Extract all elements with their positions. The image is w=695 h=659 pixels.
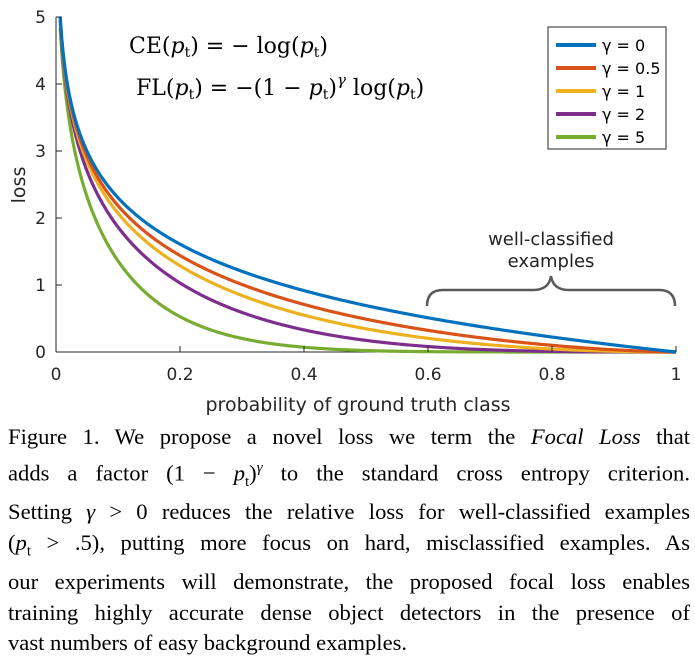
formula-ce: CE(pt) = − log(pt) bbox=[129, 34, 328, 61]
caption-line-6: training highly accurate dense object de… bbox=[8, 599, 690, 625]
y-axis-label: loss bbox=[8, 167, 30, 204]
series-line-gamma-0 bbox=[58, 16, 677, 354]
legend-label: γ = 1 bbox=[602, 82, 645, 101]
curly-bracket bbox=[425, 275, 677, 307]
x-tick-label: 0.2 bbox=[166, 365, 193, 385]
legend-label: γ = 0 bbox=[602, 36, 645, 55]
bracket-label-line2: examples bbox=[508, 251, 595, 272]
legend: γ = 0 γ = 0.5 γ = 1 γ = 2 γ = 5 bbox=[547, 26, 667, 150]
caption-line-4: (pt > .5), putting more focus on hard, m… bbox=[8, 529, 690, 560]
y-tick-label: 5 bbox=[35, 8, 46, 28]
caption-line-2: adds a factor (1 − pt)γ to the standard … bbox=[8, 459, 690, 490]
y-tick-label: 3 bbox=[35, 142, 46, 162]
y-tick-label: 2 bbox=[35, 209, 46, 229]
y-tick-label: 1 bbox=[35, 276, 46, 296]
x-axis-label: probability of ground truth class bbox=[205, 394, 510, 416]
caption-line-3: Setting γ > 0 reduces the relative loss … bbox=[8, 499, 690, 525]
x-tick-label: 1 bbox=[671, 365, 682, 385]
caption-line-5: our experiments will demonstrate, the pr… bbox=[8, 568, 690, 594]
x-tick-label: 0.6 bbox=[414, 365, 441, 385]
focal-loss-chart: 0 0.2 0.4 0.6 0.8 1 0 1 2 3 4 5 loss probability of… bbox=[8, 8, 681, 416]
bracket-label-line1: well-classified bbox=[488, 229, 614, 250]
series-line-gamma-0-5 bbox=[58, 18, 677, 354]
formula-group: CE(pt) = − log(pt) FL(pt) = −(1 − pt)γ l… bbox=[129, 34, 424, 103]
legend-label: γ = 0.5 bbox=[602, 59, 661, 78]
x-tick-label: 0.4 bbox=[290, 365, 317, 385]
well-classified-annotation: well-classified examples bbox=[425, 229, 677, 307]
formula-fl: FL(pt) = −(1 − pt)γ log(pt) bbox=[136, 71, 424, 103]
x-tick-label: 0 bbox=[51, 365, 62, 385]
legend-box bbox=[547, 26, 667, 150]
caption-line-7: vast numbers of easy background examples… bbox=[8, 630, 408, 656]
axis-ticks: 0 0.2 0.4 0.6 0.8 1 0 1 2 3 4 5 bbox=[35, 8, 681, 385]
series-line-gamma-1 bbox=[58, 19, 677, 354]
x-tick-label: 0.8 bbox=[538, 365, 565, 385]
figure-caption: Figure 1. We propose a novel loss we ter… bbox=[8, 422, 690, 659]
caption-line-1: Figure 1. We propose a novel loss we ter… bbox=[8, 424, 690, 449]
loss-curves bbox=[58, 16, 677, 354]
y-tick-label: 4 bbox=[35, 75, 46, 95]
legend-label: γ = 5 bbox=[602, 128, 645, 147]
legend-label: γ = 2 bbox=[602, 105, 645, 124]
y-tick-label: 0 bbox=[35, 343, 46, 363]
series-line-gamma-2 bbox=[58, 21, 677, 354]
